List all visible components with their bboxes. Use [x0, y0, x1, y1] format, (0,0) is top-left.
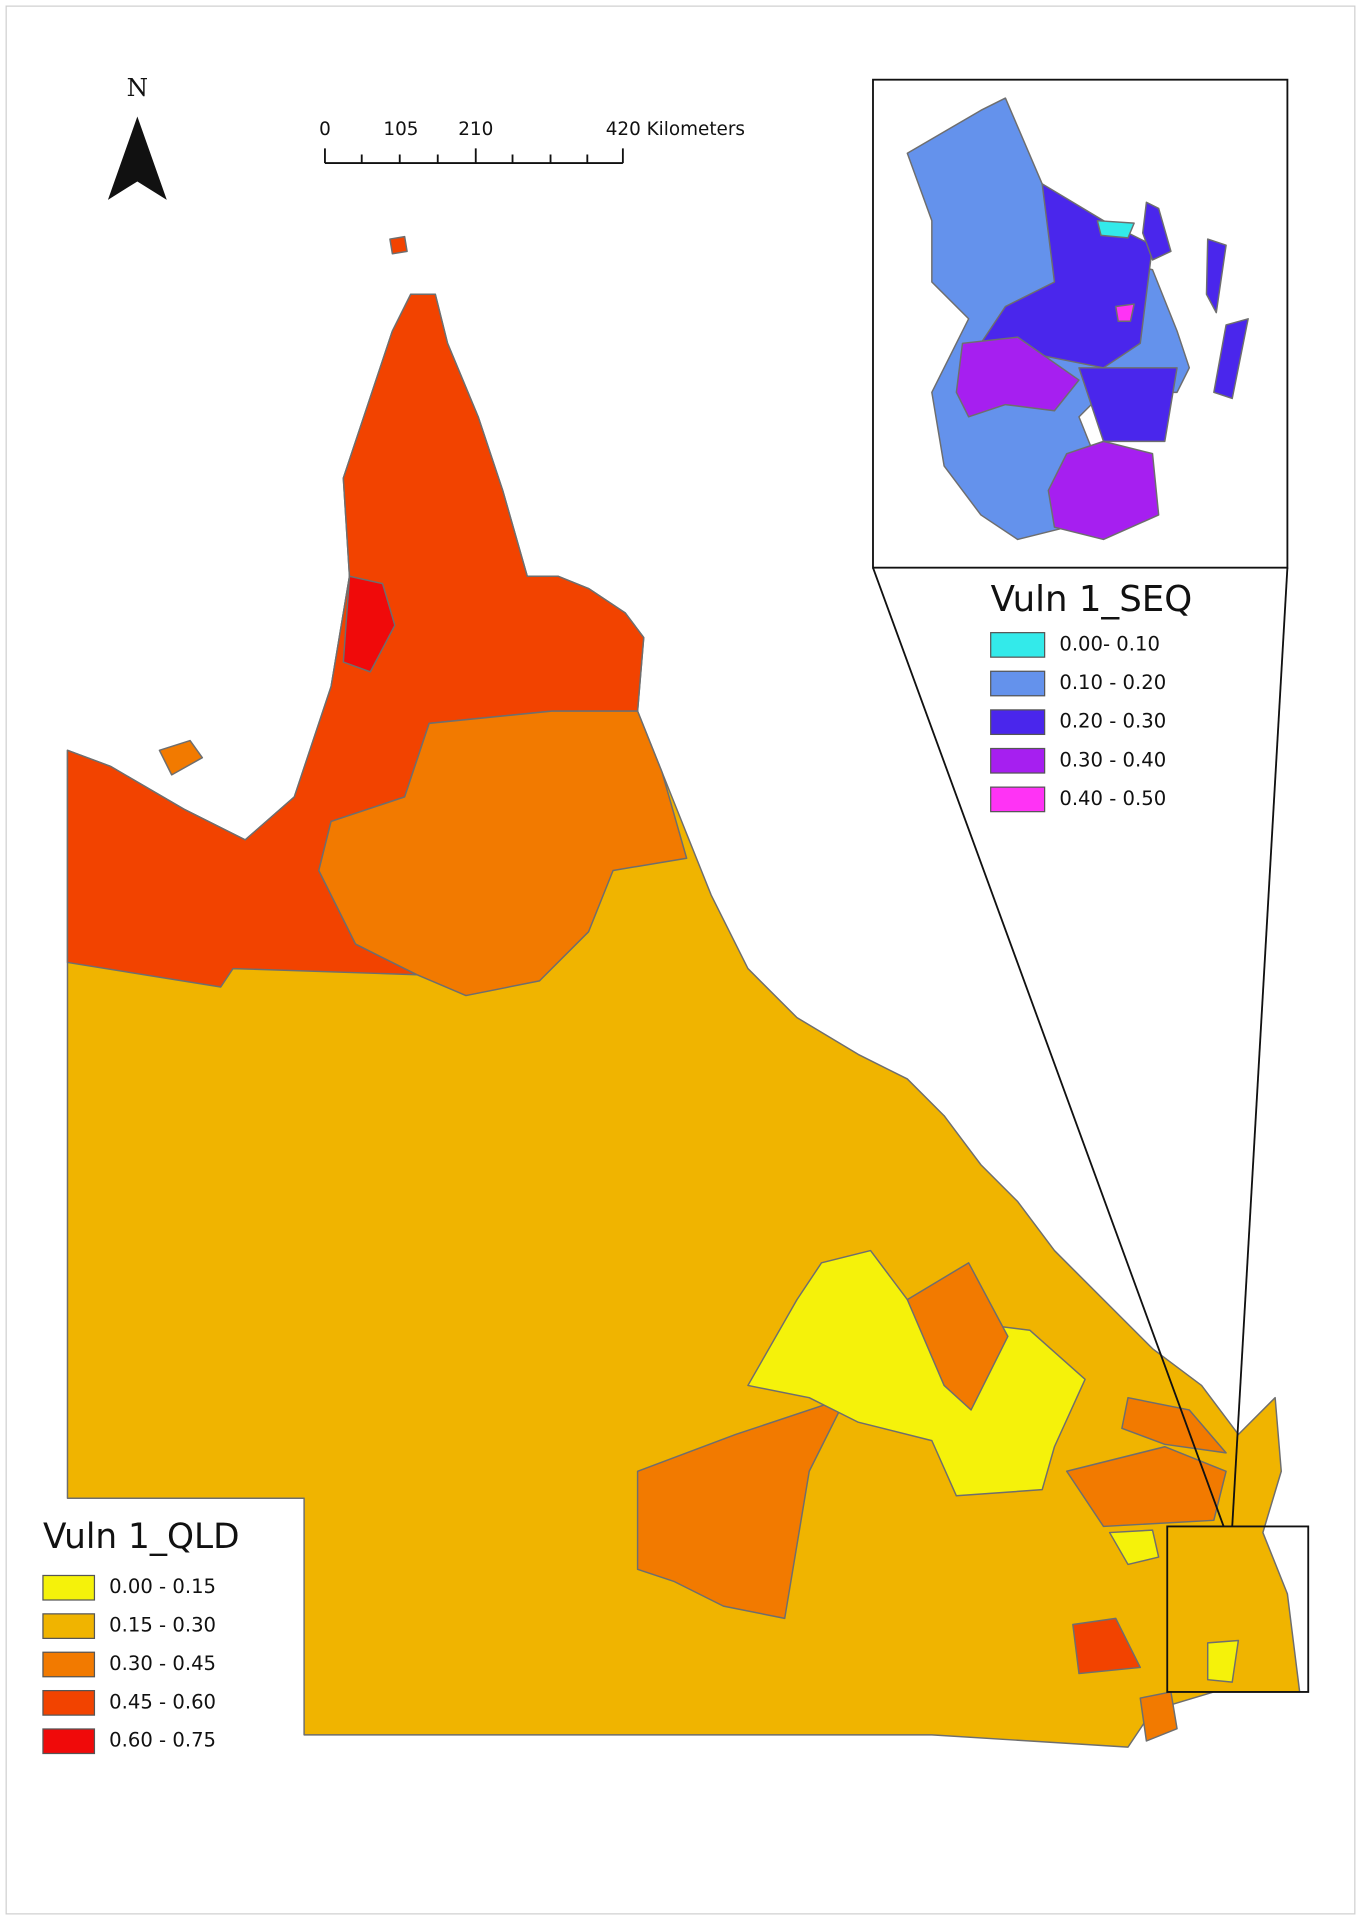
- north-arrow: [107, 116, 167, 200]
- region: [389, 235, 408, 255]
- region: [1139, 1691, 1178, 1742]
- legend-swatch: [42, 1613, 96, 1639]
- legend-swatch: [990, 709, 1046, 736]
- region: [1096, 219, 1135, 239]
- region: [955, 336, 1080, 418]
- region: [1108, 1529, 1160, 1566]
- region: [1205, 238, 1227, 314]
- scale-label: 0: [319, 119, 331, 140]
- legend-label: 0.10 - 0.20: [1059, 671, 1166, 694]
- region: [158, 739, 204, 776]
- legend-label: 0.00 - 0.15: [109, 1575, 216, 1598]
- region: [906, 1262, 1009, 1411]
- legend-swatch: [42, 1574, 96, 1601]
- scale-bar: 0 105 210 420 Kilometers: [319, 119, 745, 164]
- region: [1206, 1639, 1240, 1683]
- region: [1065, 1446, 1227, 1528]
- legend-label: 0.30 - 0.45: [109, 1652, 216, 1675]
- legend-swatch: [990, 747, 1046, 774]
- scale-label: 210: [458, 119, 493, 140]
- region: [1072, 1617, 1142, 1675]
- region: [1115, 303, 1135, 322]
- region: [747, 1249, 1086, 1497]
- legend-swatch: [42, 1728, 96, 1755]
- legend-label: 0.60 - 0.75: [109, 1729, 216, 1752]
- legend-swatch: [42, 1689, 96, 1716]
- north-label: N: [127, 73, 148, 102]
- legends: Vuln 1_QLD 0.00 - 0.15 0.15 - 0.30 0.30 - 0…: [42, 579, 1193, 1755]
- region: [1047, 440, 1160, 541]
- region: [1141, 201, 1172, 261]
- legend-label: 0.40 - 0.50: [1059, 787, 1166, 810]
- region: [318, 710, 688, 997]
- region: [342, 575, 396, 673]
- seq-map: [906, 97, 1249, 541]
- legend-swatch: [42, 1651, 96, 1678]
- region: [636, 1396, 847, 1620]
- legend-label: 0.30 - 0.40: [1059, 748, 1166, 771]
- legend-swatch: [990, 632, 1046, 658]
- scale-label: 105: [383, 119, 418, 140]
- legend-label: 0.00- 0.10: [1059, 632, 1160, 655]
- legend-label: 0.20 - 0.30: [1059, 710, 1166, 733]
- legend-label: 0.15 - 0.30: [109, 1614, 216, 1637]
- legend-title: Vuln 1_SEQ: [991, 579, 1193, 620]
- legend-label: 0.45 - 0.60: [109, 1690, 216, 1713]
- region: [1078, 367, 1178, 443]
- legend-swatch: [990, 670, 1046, 697]
- qld-map: [66, 235, 1301, 1748]
- legend-title: Vuln 1_QLD: [43, 1517, 240, 1557]
- leader-line: [872, 567, 1225, 1527]
- scale-label: 420 Kilometers: [606, 119, 745, 140]
- scale-ticks: [324, 148, 624, 164]
- leader-line: [1231, 567, 1289, 1527]
- region: [1213, 318, 1249, 400]
- zoom-box: [1166, 1525, 1310, 1693]
- legend-swatch: [990, 786, 1046, 813]
